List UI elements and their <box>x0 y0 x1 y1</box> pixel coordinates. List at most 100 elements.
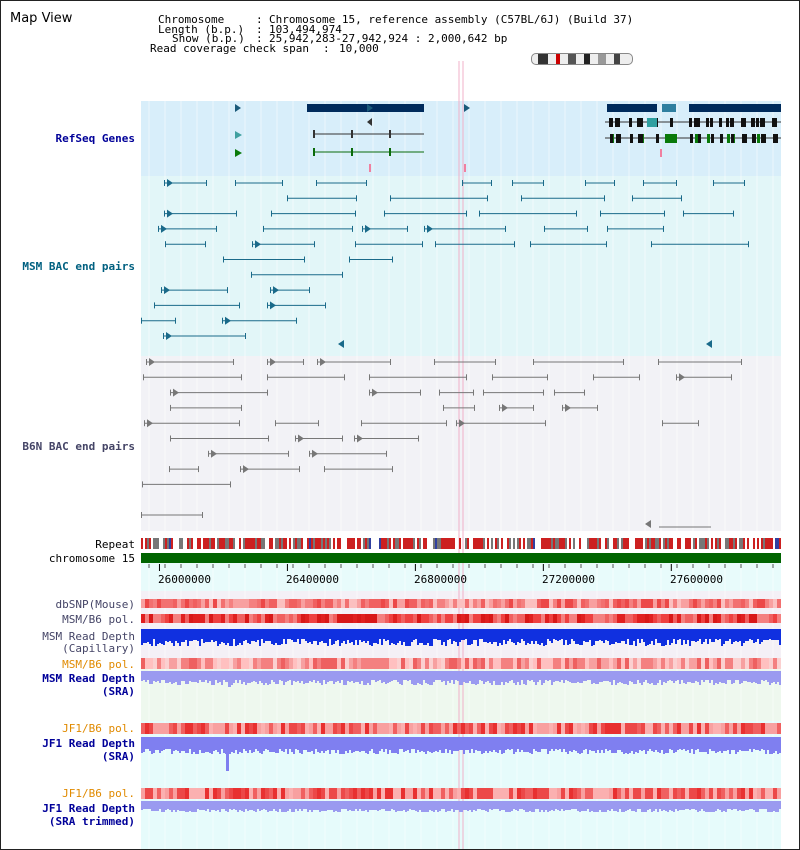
bac-end <box>271 210 272 217</box>
heat-cell <box>501 614 505 623</box>
depth-bar <box>253 629 255 641</box>
depth-bar <box>213 737 215 751</box>
depth-bar <box>419 801 421 810</box>
heat-cell <box>225 788 229 799</box>
heat-cell <box>741 614 745 623</box>
depth-bar <box>497 801 499 809</box>
depth-bar <box>165 737 167 749</box>
depth-bar <box>437 671 439 680</box>
track-label-refseq[interactable]: RefSeq Genes <box>55 132 135 145</box>
heat-cell <box>509 614 513 623</box>
heat-cell <box>757 614 761 623</box>
heat-cell <box>685 614 689 623</box>
heat-cell <box>221 658 225 669</box>
depth-bar <box>657 629 659 643</box>
heat-cell <box>185 614 189 623</box>
heat-cell <box>297 723 301 734</box>
repeat-element <box>351 538 353 549</box>
depth-bar <box>197 671 199 683</box>
repeat-element <box>169 538 171 549</box>
heat-cell <box>737 614 741 623</box>
depth-bar <box>551 671 553 685</box>
marker <box>660 149 662 157</box>
depth-bar <box>507 801 509 812</box>
depth-bar <box>695 737 697 750</box>
heat-cell <box>169 599 173 608</box>
heat-cell <box>481 658 485 669</box>
depth-bar <box>609 801 611 811</box>
depth-bar <box>693 629 695 641</box>
depth-bar <box>395 737 397 753</box>
depth-bar <box>673 801 675 812</box>
depth-bar <box>287 737 289 754</box>
depth-bar <box>585 629 587 642</box>
depth-bar <box>517 629 519 642</box>
heat-cell <box>417 723 421 734</box>
heat-cell <box>537 723 541 734</box>
depth-bar <box>769 801 771 812</box>
repeat-element <box>257 538 259 549</box>
repeat-element <box>187 538 189 549</box>
exon <box>630 134 633 143</box>
depth-bar <box>221 801 223 809</box>
depth-bar <box>145 801 147 809</box>
chromosome-ideogram[interactable] <box>531 53 633 65</box>
depth-bar <box>517 737 519 749</box>
bac-end <box>585 180 586 186</box>
heat-cell <box>265 599 269 608</box>
depth-bar <box>637 801 639 809</box>
heat-cell <box>289 614 293 623</box>
depth-bar <box>717 737 719 752</box>
depth-bar <box>283 629 285 639</box>
depth-bar <box>233 737 235 753</box>
repeat-element <box>231 538 233 549</box>
depth-bar <box>663 737 665 754</box>
depth-bar <box>355 801 357 809</box>
depth-bar <box>265 737 267 749</box>
bac-end <box>165 241 166 248</box>
heat-cell <box>233 658 237 669</box>
depth-bar <box>649 801 651 809</box>
depth-bar <box>383 671 385 682</box>
depth-bar <box>439 737 441 750</box>
depth-bar <box>479 629 481 639</box>
repeat-element <box>249 538 251 549</box>
heat-cell <box>249 658 253 669</box>
heat-cell <box>369 599 373 608</box>
depth-bar <box>589 801 591 812</box>
repeat-element <box>223 538 225 549</box>
bac-end <box>533 359 534 365</box>
depth-bar <box>291 737 293 752</box>
depth-bar <box>277 671 279 684</box>
track-label-msm-bac[interactable]: MSM BAC end pairs <box>22 260 135 273</box>
depth-bar <box>293 801 295 812</box>
depth-bar <box>369 629 371 645</box>
depth-bar <box>541 801 543 810</box>
depth-bar <box>325 629 327 643</box>
heat-cell <box>729 788 733 799</box>
depth-bar <box>339 629 341 646</box>
depth-bar <box>461 737 463 750</box>
bac-end <box>263 225 264 232</box>
heat-cell <box>561 788 565 799</box>
depth-bar <box>591 629 593 646</box>
depth-bar <box>297 737 299 750</box>
heat-cell <box>297 788 301 799</box>
depth-bar <box>249 801 251 810</box>
depth-bar <box>329 671 331 681</box>
heat-cell <box>337 614 341 623</box>
depth-bar <box>515 737 517 752</box>
heat-cell <box>505 788 509 799</box>
heat-cell <box>521 723 525 734</box>
heat-cell <box>477 614 481 623</box>
depth-bar <box>537 629 539 644</box>
depth-bar <box>331 737 333 750</box>
heat-cell <box>433 723 437 734</box>
depth-bar <box>307 801 309 812</box>
exon <box>719 118 722 127</box>
track-label-b6n-bac[interactable]: B6N BAC end pairs <box>22 440 135 453</box>
depth-bar <box>611 801 613 809</box>
repeat-element <box>655 538 657 549</box>
heat-cell <box>281 723 285 734</box>
heat-cell <box>765 658 769 669</box>
